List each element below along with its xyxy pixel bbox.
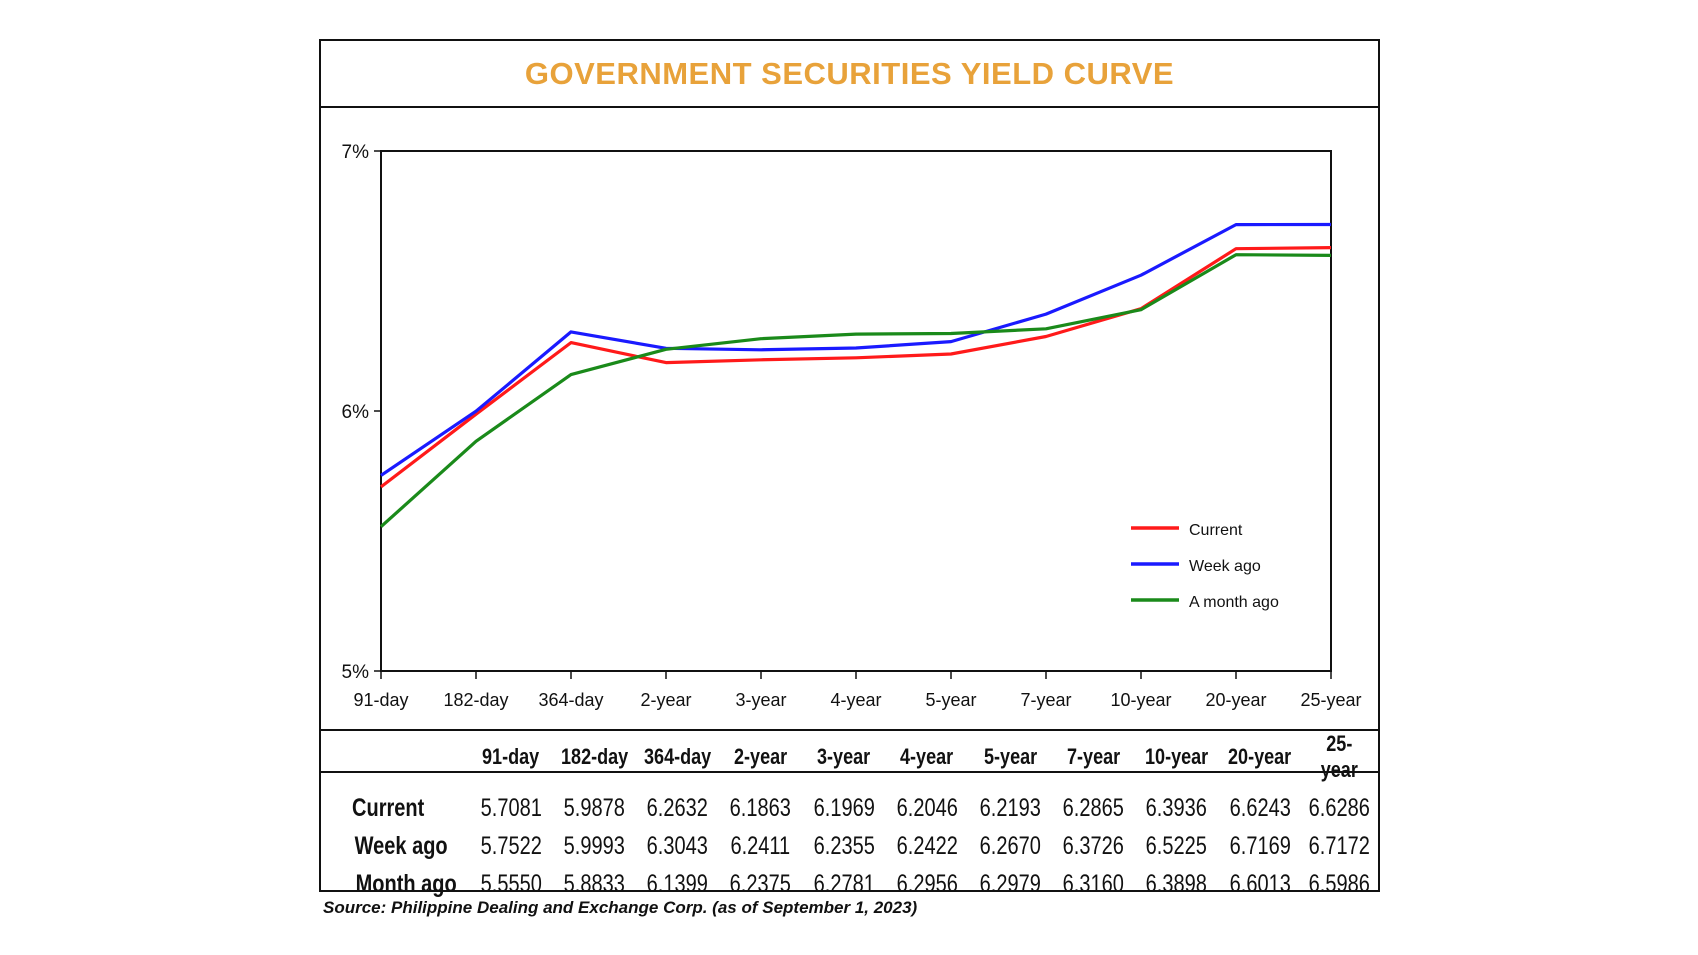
table-cell: 6.1863 — [729, 793, 792, 822]
table-cell: 6.5225 — [1145, 831, 1208, 860]
table-cell: 6.3898 — [1145, 869, 1208, 898]
plot-area-border — [380, 150, 1332, 672]
x-tick-label: 25-year — [1300, 690, 1361, 710]
table-header-rule — [321, 771, 1378, 773]
table-cell: 6.3726 — [1062, 831, 1124, 860]
table-header-cell: 91-day — [482, 744, 540, 769]
table-cell: 5.9878 — [563, 793, 625, 822]
table-cell: 5.7522 — [480, 831, 542, 860]
row-label: Week ago — [354, 831, 448, 860]
chart-title: GOVERNMENT SECURITIES YIELD CURVE — [524, 55, 1175, 91]
y-tick-label: 7% — [342, 142, 370, 163]
series-line-a-month-ago — [379, 253, 1332, 528]
table-cell: 6.5986 — [1309, 869, 1371, 898]
source-note: Source: Philippine Dealing and Exchange … — [323, 898, 918, 917]
table-cell: 5.8833 — [563, 869, 625, 898]
table-cell: 6.3936 — [1145, 793, 1208, 822]
table-cell: 6.6243 — [1229, 793, 1291, 822]
row-label: Month ago — [355, 869, 457, 898]
table-cell: 6.2355 — [813, 831, 875, 860]
x-tick-label: 91-day — [353, 690, 408, 710]
table-cell: 6.2979 — [979, 869, 1041, 898]
table-cell: 6.2632 — [646, 793, 708, 822]
table-header-cell: 10-year — [1144, 744, 1209, 769]
table-cell: 6.2422 — [896, 831, 958, 860]
table-row-current: Current 5.7081 5.9878 6.2632 6.1863 6.19… — [321, 783, 1378, 827]
table-header-row: 91-day 182-day 364-day 2-year 3-year 4-y… — [321, 731, 1378, 783]
x-tick-label: 4-year — [830, 690, 881, 710]
table-header-cell: 364-day — [643, 744, 711, 769]
table-cell: 6.7172 — [1309, 831, 1371, 860]
table-top-rule — [321, 729, 1378, 731]
table-cell: 6.7169 — [1229, 831, 1291, 860]
table-cell: 6.2670 — [979, 831, 1041, 860]
table-cell: 6.2865 — [1062, 793, 1124, 822]
table-cell: 6.6013 — [1229, 869, 1291, 898]
legend-label: Current — [1189, 522, 1243, 539]
table-cell: 6.6286 — [1309, 793, 1371, 822]
table-cell: 6.2956 — [896, 869, 958, 898]
row-label: Current — [352, 793, 425, 822]
x-tick-label: 7-year — [1020, 690, 1071, 710]
table-corner — [334, 731, 456, 783]
table-header-cell: 2-year — [733, 744, 788, 769]
table-row-month-ago: Month ago 5.5550 5.8833 6.1399 6.2375 6.… — [321, 865, 1378, 903]
table-cell: 6.1399 — [646, 869, 708, 898]
series-line-week-ago — [380, 222, 1332, 477]
table-cell: 6.2375 — [729, 869, 792, 898]
series-line-current — [380, 246, 1332, 489]
table-cell: 6.1969 — [813, 793, 875, 822]
table-cell: 6.2193 — [979, 793, 1041, 822]
table-cell: 6.2046 — [896, 793, 958, 822]
x-tick-label: 5-year — [925, 690, 976, 710]
table-cell: 5.9993 — [563, 831, 625, 860]
table-header-cell: 5-year — [983, 744, 1037, 769]
x-tick-label: 364-day — [538, 690, 603, 710]
title-bar: GOVERNMENT SECURITIES YIELD CURVE — [321, 41, 1378, 108]
table-cell: 5.7081 — [480, 793, 542, 822]
table-cell: 6.2411 — [730, 831, 791, 860]
x-tick-label: 20-year — [1205, 690, 1266, 710]
table-row-week-ago: Week ago 5.7522 5.9993 6.3043 6.2411 6.2… — [321, 827, 1378, 865]
x-tick-label: 10-year — [1110, 690, 1171, 710]
table-cell: 5.5550 — [480, 869, 542, 898]
table-header-cell: 3-year — [817, 744, 871, 769]
table-cell: 6.2781 — [813, 869, 875, 898]
chart-frame: GOVERNMENT SECURITIES YIELD CURVE 5% 6% 7%… — [319, 39, 1380, 898]
table-header-cell: 25-year — [1321, 731, 1359, 782]
legend-label: Week ago — [1189, 558, 1261, 575]
table-cell: 6.3043 — [646, 831, 708, 860]
table-header-cell: 20-year — [1228, 744, 1292, 769]
table-cell: 6.3160 — [1062, 869, 1124, 898]
yield-curve-chart: 5% 6% 7% 91-day 182-day 364-day 2-year 3-year 4-… — [342, 142, 1362, 710]
x-tick-label: 3-year — [735, 690, 786, 710]
x-tick-label: 182-day — [443, 690, 508, 710]
legend-label: A month ago — [1189, 594, 1279, 611]
table-header-cell: 7-year — [1066, 744, 1120, 769]
x-tick-label: 2-year — [640, 690, 691, 710]
yield-table: 91-day 182-day 364-day 2-year 3-year 4-y… — [321, 731, 1378, 903]
y-tick-label: 5% — [342, 662, 370, 683]
y-tick-label: 6% — [342, 402, 370, 423]
table-header-cell: 4-year — [900, 744, 954, 769]
table-header-cell: 182-day — [560, 744, 628, 769]
